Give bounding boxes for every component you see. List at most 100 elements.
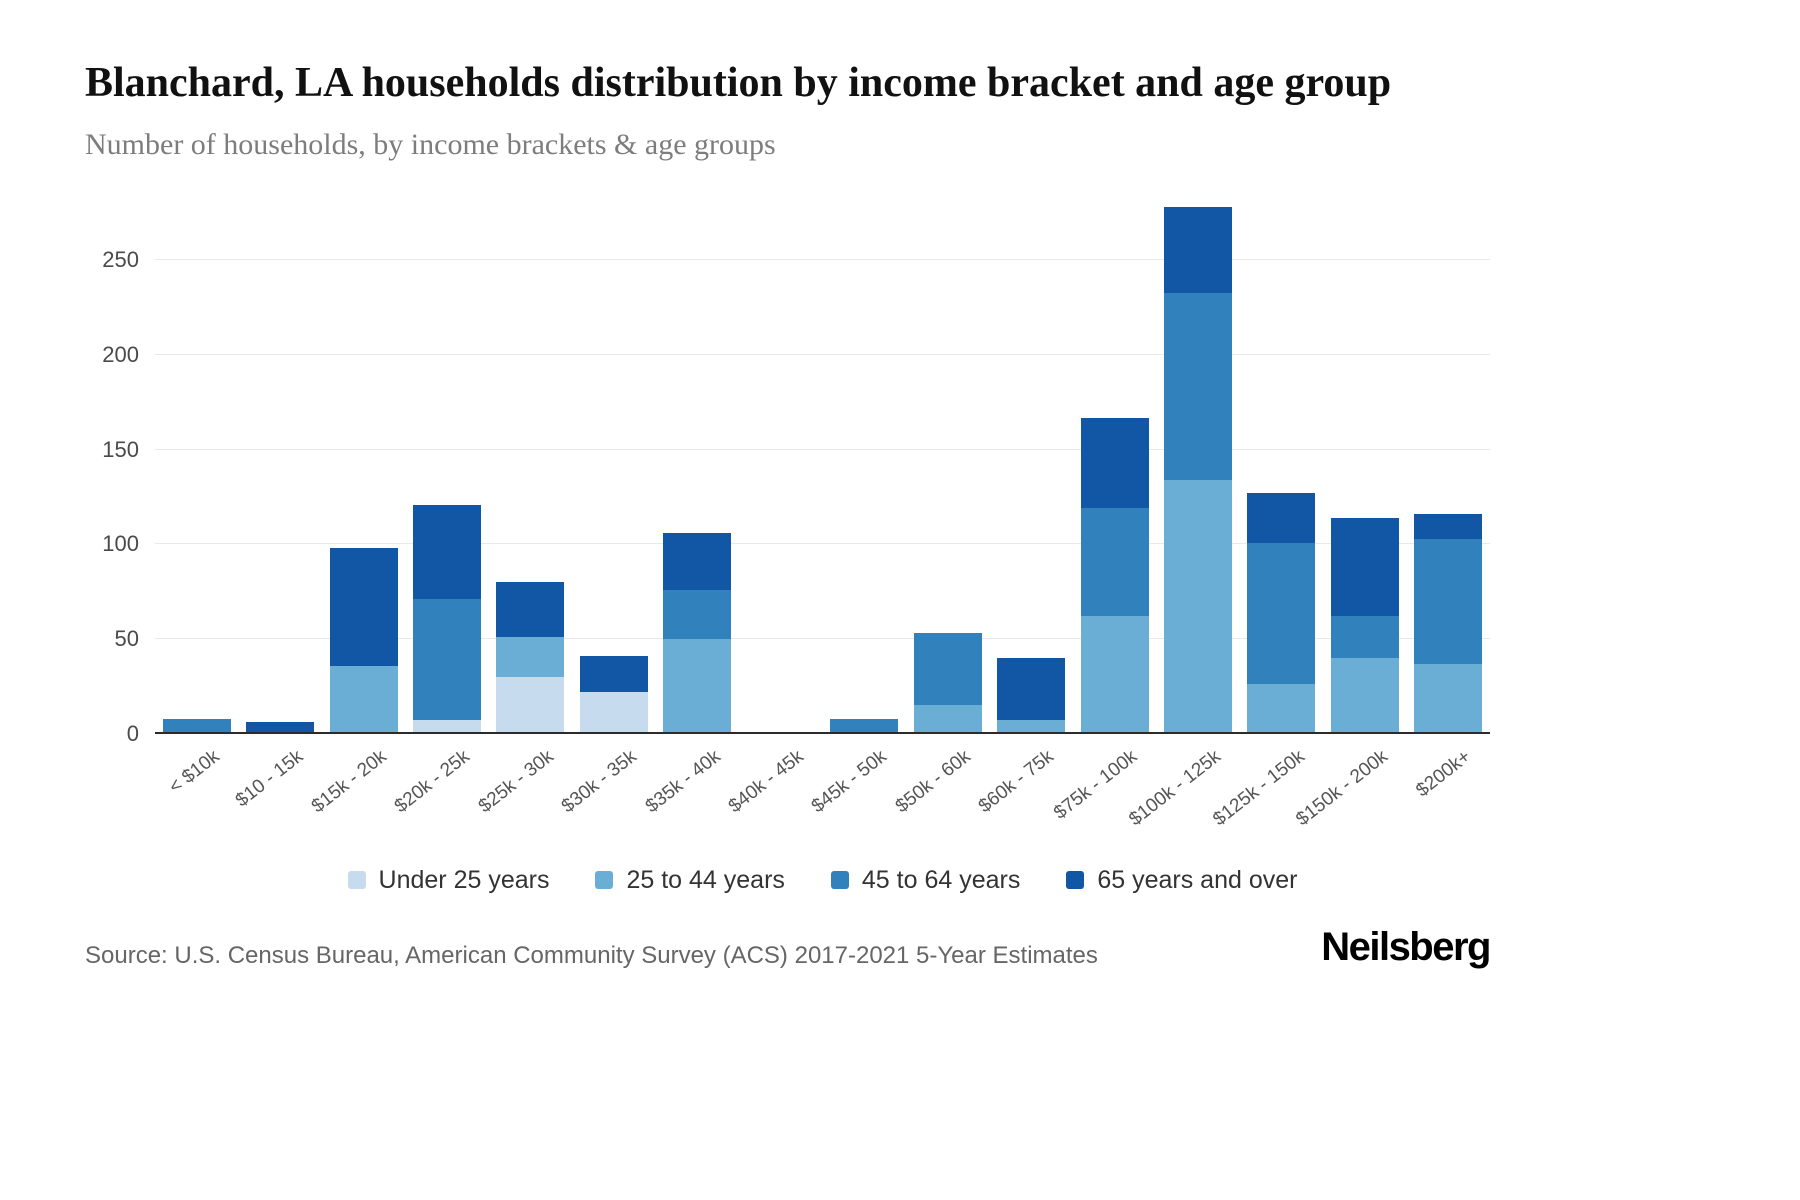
bar-segment[interactable] — [1080, 417, 1149, 509]
bar-slot — [823, 204, 906, 734]
y-axis-tick-label: 200 — [102, 342, 139, 368]
bar-segment[interactable] — [913, 705, 982, 734]
legend-label: 25 to 44 years — [626, 865, 785, 894]
bar-stack — [496, 582, 565, 734]
legend-item[interactable]: Under 25 years — [347, 865, 550, 895]
y-axis-tick-label: 100 — [102, 531, 139, 557]
bar-segment[interactable] — [1330, 517, 1399, 617]
neilsberg-logo: Neilsberg — [1321, 924, 1491, 969]
legend-swatch-icon — [347, 871, 366, 890]
legend-swatch-icon — [830, 871, 849, 890]
bar-slot — [1240, 204, 1323, 734]
bar-slot — [405, 204, 488, 734]
bar-slot — [739, 204, 822, 734]
bar-segment[interactable] — [579, 692, 648, 734]
x-axis: < $10k $10 - 15k $15k - 20k $20k - 25k $25k … — [155, 734, 1490, 864]
bar-slot — [1323, 204, 1406, 734]
bars-container — [155, 204, 1490, 734]
bar-segment[interactable] — [663, 639, 732, 734]
chart-subtitle: Number of households, by income brackets… — [85, 127, 776, 161]
bar-segment[interactable] — [997, 657, 1066, 721]
page: Blanchard, LA households distribution by… — [85, 55, 1491, 970]
bar-stack — [913, 633, 982, 734]
bar-segment[interactable] — [1247, 493, 1316, 543]
bar-segment[interactable] — [329, 548, 398, 666]
gridline — [155, 448, 1490, 450]
legend-label: 45 to 64 years — [861, 865, 1021, 894]
bar-segment[interactable] — [1414, 538, 1483, 664]
bar-slot — [238, 204, 321, 734]
y-axis-tick-label: 150 — [102, 436, 139, 462]
bar-stack — [1163, 207, 1232, 734]
bar-stack — [663, 533, 732, 734]
bar-segment[interactable] — [663, 589, 732, 640]
bar-stack — [1330, 517, 1399, 734]
gridline — [155, 354, 1490, 356]
bar-stack — [1080, 417, 1149, 734]
bar-stack — [413, 504, 482, 734]
bar-segment[interactable] — [830, 718, 899, 734]
x-tick-slot: < $10k — [155, 734, 238, 864]
legend-label: Under 25 years — [378, 865, 550, 894]
legend-item[interactable]: 45 to 64 years — [830, 865, 1021, 895]
bar-slot — [906, 204, 989, 734]
bar-segment[interactable] — [496, 582, 565, 638]
bar-slot — [989, 204, 1072, 734]
bar-slot — [1407, 204, 1490, 734]
bar-segment[interactable] — [246, 722, 315, 734]
bar-segment[interactable] — [1247, 542, 1316, 685]
bar-segment[interactable] — [579, 656, 648, 693]
x-tick-slot: $150k - 200k — [1292, 734, 1406, 864]
bar-stack — [579, 656, 648, 734]
bar-slot — [1073, 204, 1156, 734]
footer: Source: U.S. Census Bureau, American Com… — [85, 924, 1491, 970]
bar-segment[interactable] — [1080, 616, 1149, 734]
bar-slot — [489, 204, 572, 734]
x-axis-tick-label: $10 - 15k — [231, 745, 308, 812]
legend: Under 25 years 25 to 44 years 45 to 64 yea… — [155, 866, 1490, 895]
bar-segment[interactable] — [1330, 657, 1399, 734]
bar-stack — [1247, 493, 1316, 734]
bar-segment[interactable] — [663, 533, 732, 590]
bar-slot — [656, 204, 739, 734]
bar-stack — [246, 722, 315, 734]
bar-segment[interactable] — [496, 676, 565, 734]
bar-stack — [162, 718, 231, 734]
legend-label: 65 years and over — [1097, 865, 1298, 894]
bar-segment[interactable] — [496, 637, 565, 677]
bar-segment[interactable] — [1414, 663, 1483, 734]
gridline — [155, 543, 1490, 545]
bar-segment[interactable] — [1330, 616, 1399, 658]
x-tick-slot: $200k+ — [1407, 734, 1490, 864]
plot-area — [155, 204, 1490, 734]
bar-stack — [997, 657, 1066, 734]
bar-segment[interactable] — [329, 665, 398, 734]
bar-segment[interactable] — [413, 720, 482, 734]
y-axis: 0 50 100 150 200 250 — [85, 204, 155, 745]
bar-slot — [322, 204, 405, 734]
bar-segment[interactable] — [1163, 207, 1232, 293]
bar-segment[interactable] — [413, 599, 482, 721]
bar-slot — [155, 204, 238, 734]
bar-segment[interactable] — [913, 633, 982, 706]
chart-area: 0 50 100 150 200 250 < $10k $10 - 15k $15k - 20… — [85, 204, 1490, 895]
y-axis-tick-label: 50 — [114, 626, 139, 652]
bar-segment[interactable] — [1247, 684, 1316, 734]
bar-segment[interactable] — [1414, 514, 1483, 539]
bar-segment[interactable] — [1080, 508, 1149, 617]
bar-segment[interactable] — [413, 504, 482, 600]
bar-segment[interactable] — [1163, 480, 1232, 734]
bar-stack — [1414, 514, 1483, 734]
legend-item[interactable]: 65 years and over — [1066, 866, 1297, 895]
legend-swatch-icon — [1066, 871, 1085, 890]
bar-segment[interactable] — [162, 718, 231, 734]
gridline — [155, 638, 1490, 640]
gridline — [155, 259, 1490, 261]
y-axis-tick-label: 250 — [102, 247, 139, 273]
bar-stack — [830, 718, 899, 734]
x-axis-line — [155, 731, 1490, 734]
y-axis-tick-label: 0 — [126, 720, 139, 746]
legend-item[interactable]: 25 to 44 years — [595, 865, 785, 895]
bar-segment[interactable] — [1163, 292, 1232, 481]
bar-segment[interactable] — [997, 720, 1066, 734]
